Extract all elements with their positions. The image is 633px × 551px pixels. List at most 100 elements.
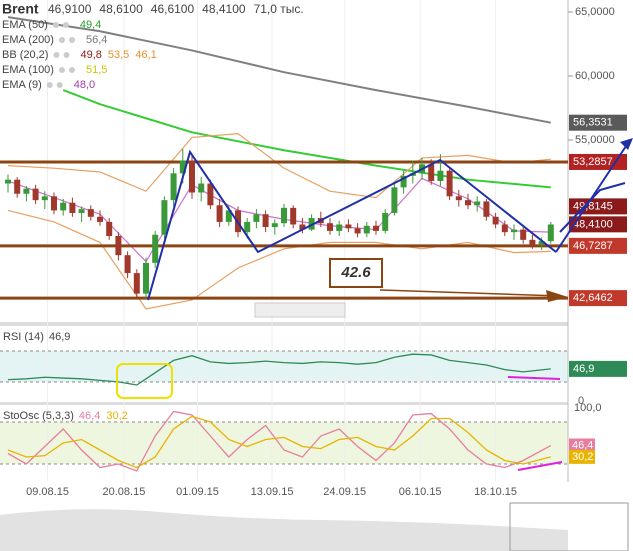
candle-body <box>60 202 67 211</box>
candle-body <box>538 241 545 245</box>
panel-title: StoOsc (5,3,3) <box>3 410 74 422</box>
legend-value: 53,5 <box>108 49 129 61</box>
value-tag-label: 46,4 <box>572 439 593 451</box>
candle-body <box>345 224 352 229</box>
candle-body <box>382 212 389 231</box>
zoom-control[interactable] <box>254 302 346 318</box>
candle-body <box>501 224 508 233</box>
value-tag-label: 30,2 <box>572 451 593 463</box>
candle-body <box>41 196 48 201</box>
panel-value: 46,9 <box>49 331 70 343</box>
divergence-line <box>507 376 561 380</box>
separator <box>0 322 568 326</box>
legend-icon <box>56 82 63 88</box>
navigator-window <box>509 502 629 551</box>
candle-body <box>428 164 435 181</box>
candle-body <box>198 183 205 193</box>
candle-body <box>170 173 177 201</box>
annotation: 42.6 <box>340 264 371 281</box>
candle-body <box>336 224 343 231</box>
candle-body <box>5 179 11 184</box>
price-tag-label: 42,6462 <box>573 292 613 304</box>
legend-value: 48,0 <box>74 79 95 91</box>
legend-icon <box>63 52 70 58</box>
indicator-line <box>7 16 551 124</box>
candle-body <box>97 216 103 222</box>
value-tag <box>569 449 595 464</box>
legend-value: 49,8 <box>80 49 101 61</box>
candle-body <box>133 273 140 294</box>
legend-icon <box>46 82 53 88</box>
candle-body <box>327 223 333 231</box>
candle-body <box>511 229 517 233</box>
legend-value: 51,5 <box>86 64 107 76</box>
legend-icon <box>68 37 75 43</box>
y-tick-label: 60,0000 <box>575 70 615 82</box>
candle-body <box>69 202 76 213</box>
price-tag <box>569 114 627 131</box>
candle-body <box>161 200 168 235</box>
price-tag <box>569 216 627 233</box>
quote-value: 71,0 тыс. <box>254 2 304 16</box>
y-tick-label: 65,0000 <box>575 6 615 18</box>
y-tick-label: 100,0 <box>574 402 602 414</box>
legend-icon <box>68 67 75 73</box>
candle-body <box>373 225 379 231</box>
indicator-line <box>7 132 551 199</box>
candle-body <box>446 170 453 197</box>
candle-body <box>354 228 361 234</box>
legend-name: EMA (50) <box>2 19 48 31</box>
candle-body <box>87 209 94 217</box>
candle-body <box>529 239 536 245</box>
trend-line <box>559 182 626 233</box>
sto-line <box>7 410 552 472</box>
price-tag <box>569 290 627 307</box>
candle-body <box>483 201 490 217</box>
candle-body <box>271 223 278 228</box>
value-tag-label: 46,9 <box>573 363 594 375</box>
annotation-box <box>329 258 383 288</box>
candle-body <box>492 216 499 225</box>
legend-name: EMA (9) <box>2 79 42 91</box>
symbol: Brent <box>2 1 39 17</box>
candle-body <box>32 188 39 201</box>
legend-icon <box>53 52 60 58</box>
legend-icon <box>58 37 65 43</box>
legend-name: BB (20,2) <box>2 49 48 61</box>
candle-body <box>474 201 481 206</box>
price-tag-label: 48,4100 <box>573 218 613 230</box>
candle-body <box>299 224 306 230</box>
arrow-head <box>620 138 633 150</box>
rsi-band <box>0 351 568 382</box>
price-tag-label: 49,8145 <box>573 200 613 212</box>
trend-line <box>147 149 557 301</box>
candle-body <box>78 209 85 213</box>
candle-body <box>290 207 297 225</box>
x-tick-label: 18.10.15 <box>474 486 517 498</box>
candle-body <box>143 262 149 294</box>
quote-value: 46,9100 <box>48 2 92 16</box>
candle-body <box>152 234 159 263</box>
price-tag <box>569 237 627 254</box>
arrow-line <box>379 289 561 297</box>
candle-body <box>400 175 407 188</box>
candle-body <box>520 229 527 240</box>
price-tag-label: 53,2857 <box>573 156 613 168</box>
legend-value: 49,4 <box>80 19 101 31</box>
candle-body <box>391 187 398 213</box>
value-tag <box>569 438 595 453</box>
candle-body <box>262 214 269 228</box>
quote-value: 46,6100 <box>151 2 195 16</box>
panel-value: 30,2 <box>106 410 127 422</box>
candle-body <box>124 255 131 274</box>
candle-body <box>253 214 260 222</box>
quote-value: 48,6100 <box>99 2 143 16</box>
candle-body <box>23 188 30 194</box>
arrow-head <box>546 290 568 302</box>
candle-body <box>465 200 471 206</box>
candle-body <box>455 196 462 201</box>
indicator-line <box>7 209 551 310</box>
candle-body <box>281 207 287 224</box>
legend-value: 46,1 <box>135 49 156 61</box>
